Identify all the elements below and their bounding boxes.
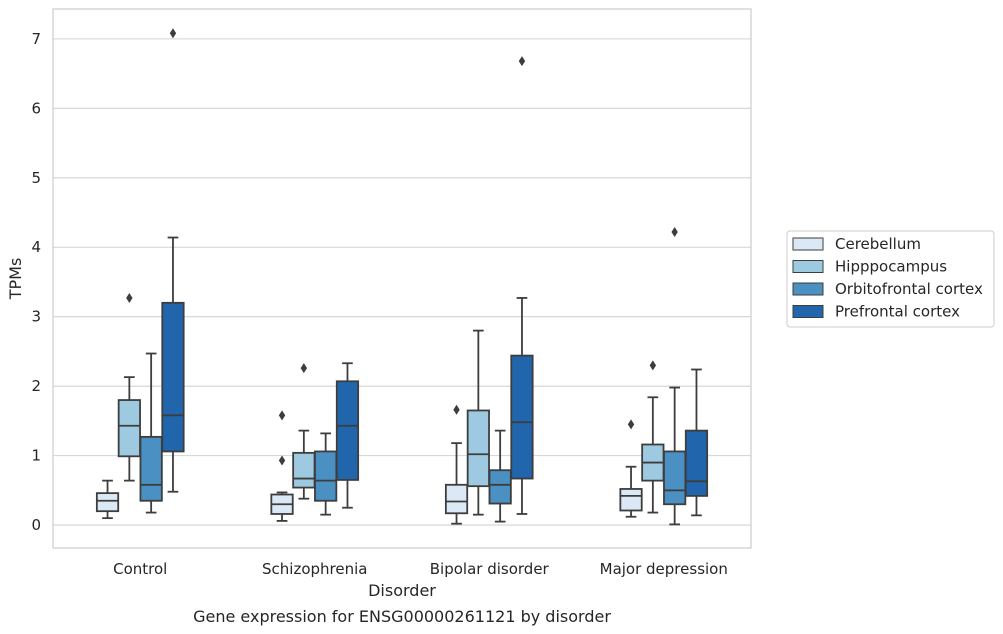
iqr-box [684, 429, 709, 497]
iqr-box [139, 435, 163, 502]
legend-label: Hipppocampus [835, 258, 947, 276]
box-cerebellum-control [95, 479, 120, 520]
box-hipppocampus-control [117, 292, 141, 482]
outlier-point [278, 455, 286, 466]
box-orbitofrontal-cortex-schizophrenia [314, 432, 338, 516]
iqr-box [314, 450, 338, 502]
box-prefrontal-cortex-bipolar-disorder [510, 56, 534, 515]
legend-label: Prefrontal cortex [835, 303, 960, 321]
box-prefrontal-cortex-major-depression [684, 368, 709, 517]
x-axis-label: Disorder [368, 581, 436, 600]
legend-item-cerebellum: Cerebellum [792, 235, 921, 253]
iqr-box [335, 380, 360, 481]
legend-swatch [792, 282, 824, 296]
y-tick-label: 4 [31, 238, 41, 256]
iqr-box [466, 409, 490, 488]
box-prefrontal-cortex-control [161, 28, 185, 493]
box-cerebellum-major-depression [619, 419, 643, 518]
x-tick-label-schizophrenia: Schizophrenia [262, 560, 367, 578]
legend-label: Cerebellum [835, 235, 921, 253]
outlier-point [671, 226, 678, 237]
legend-swatch [792, 305, 824, 318]
y-tick-label: 1 [31, 447, 41, 465]
x-tick-label-control: Control [113, 560, 167, 578]
box-prefrontal-cortex-schizophrenia [335, 362, 360, 509]
legend-item-orbitofrontal-cortex: Orbitofrontal cortex [792, 280, 983, 298]
iqr-box [488, 469, 512, 505]
outlier-point [126, 292, 133, 303]
outlier-point [453, 404, 460, 415]
y-tick-label: 0 [31, 516, 41, 534]
boxes [95, 28, 709, 526]
outlier-point [278, 410, 286, 421]
iqr-box [117, 399, 141, 458]
iqr-box [663, 450, 687, 506]
y-axis-ticks: 0 1 2 3 4 5 6 7 [31, 30, 41, 534]
x-tick-label-bipolar-disorder: Bipolar disorder [430, 560, 550, 578]
outlier-point [518, 56, 526, 67]
legend-frame [786, 230, 995, 328]
y-tick-label: 6 [31, 99, 41, 117]
iqr-box [619, 488, 643, 512]
iqr-box [95, 492, 120, 513]
iqr-box [510, 354, 534, 480]
iqr-box [444, 483, 469, 515]
iqr-box [161, 301, 185, 453]
y-axis-label: TPMs [6, 258, 25, 301]
legend: Cerebellum Hipppocampus Orbitofrontal cort… [786, 230, 995, 328]
chart-caption: Gene expression for ENSG00000261121 by d… [193, 607, 611, 626]
x-axis-ticks: Control Schizophrenia Bipolar disorder Majo… [113, 560, 728, 578]
box-orbitofrontal-cortex-major-depression [663, 226, 687, 526]
box-hipppocampus-bipolar-disorder [466, 329, 490, 516]
legend-swatch [792, 260, 824, 273]
x-tick-label-major-depression: Major depression [600, 560, 728, 578]
box-cerebellum-bipolar-disorder [444, 404, 469, 525]
box-hipppocampus-schizophrenia [292, 363, 316, 500]
box-orbitofrontal-cortex-control [139, 352, 163, 514]
outlier-point [649, 360, 657, 371]
iqr-box [292, 451, 316, 489]
box-hipppocampus-major-depression [641, 360, 665, 514]
legend-swatch [792, 237, 824, 251]
box-orbitofrontal-cortex-bipolar-disorder [488, 429, 512, 523]
legend-item-hipppocampus: Hipppocampus [792, 258, 947, 276]
legend-label: Orbitofrontal cortex [835, 280, 983, 298]
legend-item-prefrontal-cortex: Prefrontal cortex [792, 303, 960, 321]
outlier-point [627, 419, 635, 430]
outlier-point [300, 363, 308, 374]
y-tick-label: 2 [31, 377, 41, 395]
box-cerebellum-schizophrenia [270, 410, 294, 522]
y-tick-label: 7 [31, 30, 41, 48]
outlier-point [169, 28, 177, 39]
y-tick-label: 3 [31, 308, 41, 326]
y-tick-label: 5 [31, 169, 41, 187]
plot-area-frame [52, 8, 752, 549]
